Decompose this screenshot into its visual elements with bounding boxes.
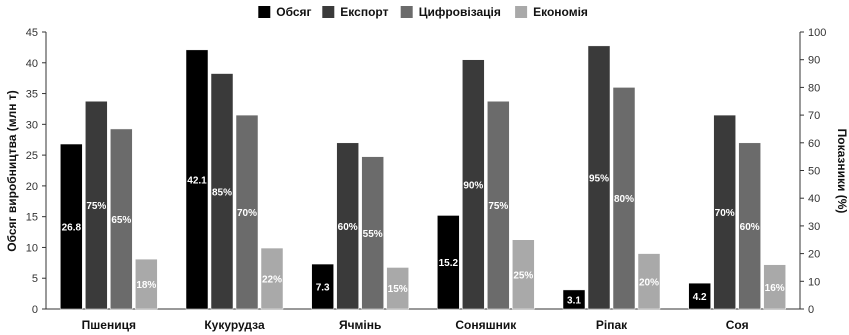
- left-tick-label: 0: [32, 304, 38, 316]
- bar: [361, 156, 384, 310]
- bar-value-label: 80%: [614, 194, 634, 205]
- bar: [235, 114, 259, 310]
- right-tick-label: 50: [808, 166, 820, 178]
- bar-value-label: 90%: [463, 180, 483, 191]
- bar: [85, 101, 108, 310]
- right-tick-label: 80: [808, 82, 820, 94]
- bar: [260, 247, 284, 310]
- bar-value-label: 55%: [363, 229, 383, 240]
- bar: [60, 143, 83, 310]
- bar-value-label: 7.3: [316, 283, 330, 294]
- bar-value-label: 18%: [136, 280, 156, 291]
- left-tick-label: 20: [26, 181, 38, 193]
- bar-value-label: 60%: [338, 222, 358, 233]
- left-tick-label: 5: [32, 273, 38, 285]
- bar-value-label: 85%: [212, 187, 232, 198]
- bar-value-label: 95%: [589, 173, 609, 184]
- category-label: Кукурудза: [204, 318, 265, 332]
- category-label: Ріпак: [596, 318, 628, 332]
- category-label: Соняшник: [455, 318, 517, 332]
- legend-label: Експорт: [340, 5, 388, 19]
- bar: [311, 263, 334, 310]
- left-tick-label: 10: [26, 242, 38, 254]
- category-label: Пшениця: [82, 318, 136, 332]
- bar: [713, 114, 736, 310]
- left-tick-label: 25: [26, 150, 38, 162]
- bar: [135, 258, 158, 310]
- category-label: Ячмінь: [339, 318, 381, 332]
- bar-value-label: 75%: [488, 201, 508, 212]
- bar-value-label: 65%: [111, 215, 131, 226]
- bar-value-label: 70%: [237, 208, 257, 219]
- bar: [688, 282, 711, 310]
- bar: [462, 59, 485, 310]
- bar: [336, 142, 359, 310]
- legend-label: Економія: [533, 5, 588, 19]
- bar-value-label: 15%: [388, 284, 408, 295]
- right-tick-label: 20: [808, 249, 820, 261]
- bars: 26.8 75% 65% 18% 42.1 85% 70% 22% 7.3 60% 55% 15% 15…: [60, 45, 786, 310]
- category-axis: Пшениця Кукурудза Ячмінь Соняшник Ріпак Соя: [82, 318, 749, 332]
- right-tick-label: 60: [808, 138, 820, 150]
- bar: [487, 101, 510, 310]
- bar-value-label: 75%: [86, 201, 106, 212]
- bar-value-label: 25%: [513, 270, 533, 281]
- bar: [210, 73, 234, 310]
- bar: [386, 267, 409, 310]
- left-tick-label: 30: [26, 119, 38, 131]
- bar: [185, 49, 209, 310]
- left-axis: 0 5 10 15 20 25 30 35 40 45: [26, 27, 800, 316]
- left-tick-label: 35: [26, 89, 38, 101]
- legend-swatch: [515, 6, 528, 18]
- bar-value-label: 70%: [715, 208, 735, 219]
- legend: Обсяг Експорт Цифровізація Економія: [258, 5, 588, 19]
- bar: [612, 87, 636, 310]
- legend-label: Обсяг: [276, 5, 311, 19]
- right-tick-label: 40: [808, 193, 820, 205]
- bar: [512, 239, 535, 310]
- right-axis-title: Показники (%): [835, 129, 849, 214]
- bar: [110, 128, 133, 310]
- legend-swatch: [400, 6, 413, 18]
- bar-value-label: 26.8: [62, 223, 82, 234]
- legend-swatch: [258, 6, 271, 18]
- legend-swatch: [322, 6, 335, 18]
- bar-value-label: 20%: [639, 277, 659, 288]
- bar-value-label: 16%: [765, 283, 785, 294]
- right-tick-label: 90: [808, 55, 820, 67]
- left-axis-title: Обсяг виробництва (млн т): [5, 90, 19, 251]
- left-tick-label: 45: [26, 27, 38, 39]
- right-tick-label: 10: [808, 276, 820, 288]
- bar: [562, 289, 586, 310]
- bar: [437, 215, 460, 310]
- bar-value-label: 22%: [262, 275, 282, 286]
- bar-value-label: 4.2: [693, 292, 707, 303]
- right-tick-label: 70: [808, 110, 820, 122]
- bar: [587, 45, 611, 310]
- bar-value-label: 15.2: [439, 258, 459, 269]
- bar-value-label: 3.1: [567, 295, 581, 306]
- right-tick-label: 30: [808, 221, 820, 233]
- left-tick-label: 15: [26, 212, 38, 224]
- bar-value-label: 60%: [740, 222, 760, 233]
- right-axis: 0 10 20 30 40 50 60 70 80 90 100: [799, 27, 826, 316]
- legend-label: Цифровізація: [419, 5, 501, 19]
- category-label: Соя: [726, 318, 749, 332]
- right-tick-label: 100: [808, 27, 826, 39]
- bar: [637, 253, 661, 310]
- bar: [738, 142, 761, 310]
- bar-value-label: 42.1: [187, 175, 207, 186]
- right-tick-label: 0: [808, 304, 814, 316]
- left-tick-label: 40: [26, 58, 38, 70]
- bar: [763, 264, 786, 310]
